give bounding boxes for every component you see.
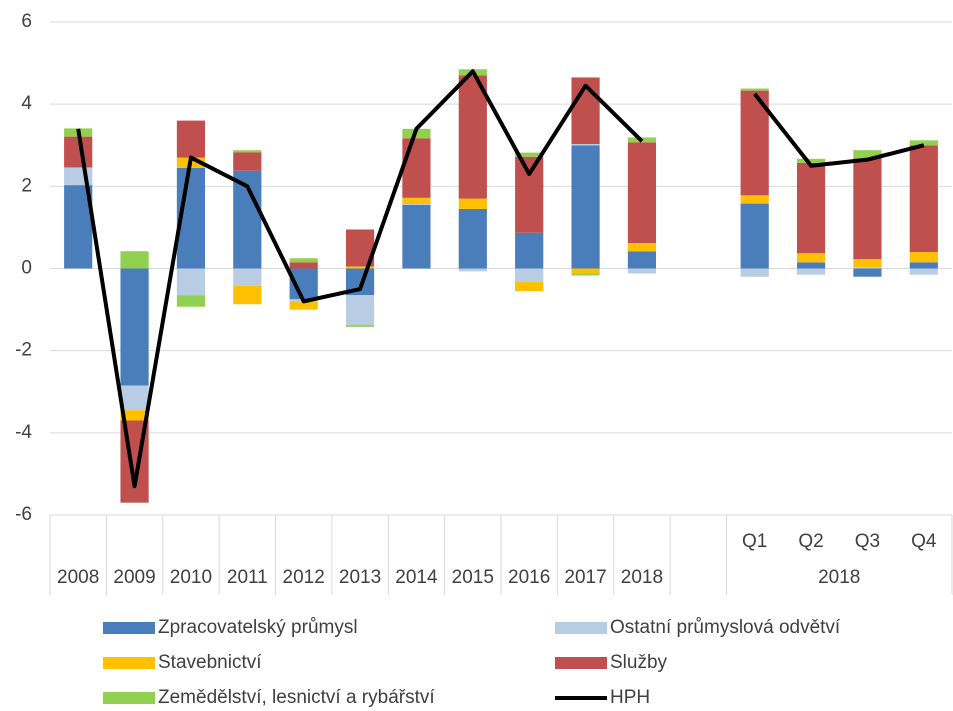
bar-segment: [120, 251, 149, 269]
legend-swatch: [103, 692, 155, 704]
bar-segment: [233, 268, 262, 286]
bar-segment: [176, 120, 206, 158]
y-tick-label: 0: [21, 258, 32, 279]
bar-segment: [515, 232, 544, 269]
bar-segment: [853, 268, 882, 277]
legend-label: Stavebnictví: [158, 652, 262, 673]
bar-segment: [402, 203, 431, 205]
x-tick-label: Q3: [855, 531, 880, 552]
x-tick-label: Q4: [911, 531, 937, 552]
bar-segment: [289, 262, 318, 269]
bar-segment: [796, 262, 826, 269]
x-tick-label: 2009: [113, 567, 155, 588]
bar-segment: [627, 142, 657, 244]
bar-segment: [796, 158, 826, 163]
bar-segment: [571, 268, 600, 274]
bar-segment: [796, 268, 826, 275]
x-tick-label: Q1: [742, 531, 767, 552]
legend-label: Zemědělství, lesnictví a rybářství: [158, 687, 435, 708]
bar-segment: [853, 259, 882, 268]
y-tick-label: 4: [21, 93, 32, 114]
x-tick-label: 2010: [170, 567, 212, 588]
bar-segment: [740, 268, 769, 277]
x-tick-label: 2013: [339, 567, 381, 588]
y-tick-label: 6: [21, 11, 32, 32]
bar-segment: [853, 158, 882, 260]
x-tick-label: 2008: [57, 567, 99, 588]
bar-segment: [909, 145, 938, 253]
bar-segment: [458, 75, 487, 199]
bar-segment: [402, 197, 431, 204]
bar-segment: [796, 162, 826, 254]
legend-label: Služby: [610, 652, 668, 673]
bar-segment: [571, 273, 600, 276]
bar-segment: [515, 282, 544, 292]
line-series: [753, 92, 925, 168]
bar-segment: [345, 295, 375, 325]
legend-swatch: [103, 622, 155, 634]
bar-segment: [402, 204, 431, 269]
x-tick-label: Q2: [798, 531, 823, 552]
bar-segment: [515, 268, 544, 283]
bar-segment: [627, 268, 657, 274]
x-tick-label: 2016: [508, 567, 550, 588]
bar-segment: [458, 208, 487, 269]
bar-segment: [176, 295, 206, 307]
bar-segment: [233, 150, 262, 153]
bar-segment: [233, 152, 262, 171]
bar-segment: [515, 152, 544, 157]
bar-segment: [176, 268, 206, 296]
bar-segment: [627, 251, 657, 269]
legend-swatch: [555, 622, 607, 634]
bar-segment: [458, 198, 487, 209]
bar-segment: [853, 267, 882, 269]
bar-segment: [120, 268, 149, 386]
x-group-label: 2018: [818, 567, 860, 588]
x-tick-label: 2015: [452, 567, 494, 588]
bar-segment: [402, 138, 431, 198]
bar-segment: [289, 301, 318, 310]
bar-segment: [740, 203, 769, 269]
legend-swatch: [555, 657, 607, 669]
bar-segment: [853, 150, 882, 159]
bar-segment: [515, 156, 544, 233]
y-tick-label: -6: [15, 504, 32, 525]
bar-segment: [64, 136, 93, 168]
bar-segment: [909, 252, 938, 263]
bar-segment: [233, 285, 262, 305]
y-tick-label: -4: [15, 422, 32, 443]
bar-segment: [909, 262, 938, 269]
x-tick-label: 2011: [227, 567, 268, 588]
bar-segment: [289, 258, 318, 263]
x-tick-label: 2018: [621, 567, 663, 588]
bar-segment: [909, 140, 938, 146]
bar-segment: [571, 145, 600, 269]
bar-segment: [571, 144, 600, 146]
bar-segment: [740, 88, 769, 91]
legend-swatch: [103, 657, 155, 669]
legend-label: Zpracovatelský průmysl: [158, 617, 358, 638]
y-tick-label: 2: [21, 175, 32, 196]
bar-segment: [345, 266, 375, 269]
bar-segment: [120, 410, 149, 421]
legend-label: HPH: [610, 687, 650, 708]
y-tick-label: -2: [15, 340, 32, 361]
x-tick-label: 2014: [395, 567, 438, 588]
line-series: [76, 69, 644, 489]
x-tick-label: 2017: [564, 567, 606, 588]
bar-segment: [627, 243, 657, 252]
bar-segment: [345, 324, 375, 327]
x-tick-label: 2012: [283, 567, 325, 588]
bar-segment: [458, 268, 487, 272]
bar-segment: [740, 195, 769, 204]
bar-segment: [796, 253, 826, 263]
bar-segment: [120, 385, 149, 411]
legend-label: Ostatní průmyslová odvětví: [610, 617, 841, 638]
bar-segment: [909, 268, 938, 275]
